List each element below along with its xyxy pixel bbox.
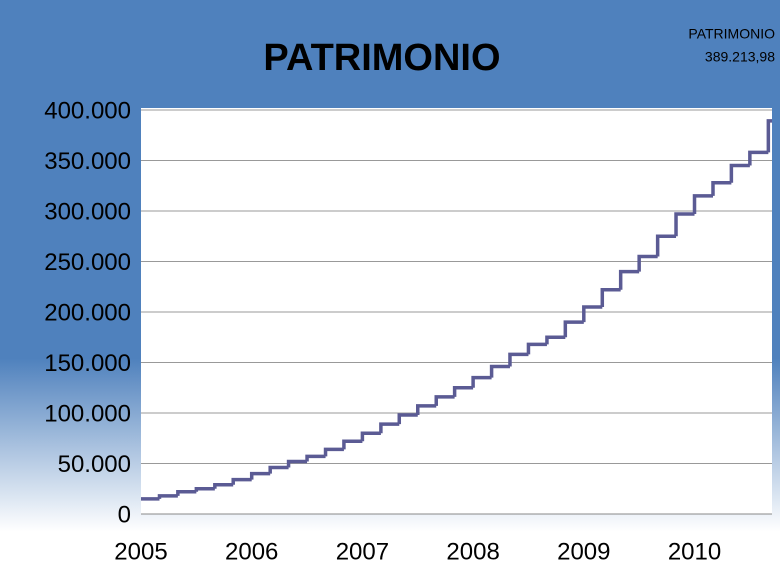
chart-title: PATRIMONIO — [263, 37, 500, 79]
y-tick-label: 350.000 — [44, 148, 131, 175]
step-segment — [545, 335, 566, 345]
x-tick-label: 2008 — [446, 538, 499, 565]
step-segment — [729, 163, 750, 183]
step-segment — [452, 386, 474, 397]
step-segment — [157, 494, 178, 499]
y-tick-label: 400.000 — [44, 97, 131, 124]
y-tick-label: 200.000 — [44, 299, 131, 326]
step-segment — [600, 288, 621, 307]
step-segment — [508, 352, 529, 367]
x-tick-label: 2010 — [668, 538, 721, 565]
step-segment — [434, 395, 455, 406]
y-tick-label: 300.000 — [44, 198, 131, 225]
x-tick-label: 2006 — [225, 538, 278, 565]
step-segment — [582, 305, 603, 323]
step-segment — [655, 234, 677, 257]
step-segment — [360, 431, 381, 442]
step-segment — [213, 482, 234, 489]
x-tick-label: 2009 — [557, 538, 610, 565]
y-tick-label: 250.000 — [44, 249, 131, 276]
step-segment — [489, 364, 510, 378]
step-segment — [416, 404, 437, 416]
y-tick-label: 150.000 — [44, 350, 131, 377]
step-segment — [268, 465, 289, 474]
step-segment — [637, 254, 658, 272]
step-segment — [231, 477, 252, 485]
x-tick-label: 2007 — [336, 538, 389, 565]
step-segment — [379, 422, 400, 434]
step-segment — [194, 487, 215, 492]
step-segment — [526, 342, 547, 355]
step-segment — [305, 454, 326, 462]
step-segment — [618, 269, 640, 290]
step-segment — [176, 490, 197, 496]
step-segment — [692, 194, 713, 215]
step-segment — [249, 471, 271, 480]
step-segment — [286, 459, 308, 468]
y-tick-label: 100.000 — [44, 400, 131, 427]
annotation: PATRIMONIO — [688, 26, 775, 42]
step-segment — [563, 320, 584, 338]
y-tick-label: 50.000 — [58, 451, 131, 478]
step-segment — [471, 375, 492, 388]
step-segment — [323, 447, 344, 457]
step-segment — [766, 119, 772, 153]
annotation: 389.213,98 — [705, 49, 775, 65]
plot-area — [141, 108, 772, 514]
step-segment — [711, 180, 732, 196]
step-segment — [748, 150, 769, 166]
step-segment — [397, 413, 418, 425]
step-segment — [342, 439, 363, 450]
step-segment — [674, 212, 695, 237]
y-tick-label: 0 — [118, 501, 131, 528]
x-tick-label: 2005 — [114, 538, 167, 565]
